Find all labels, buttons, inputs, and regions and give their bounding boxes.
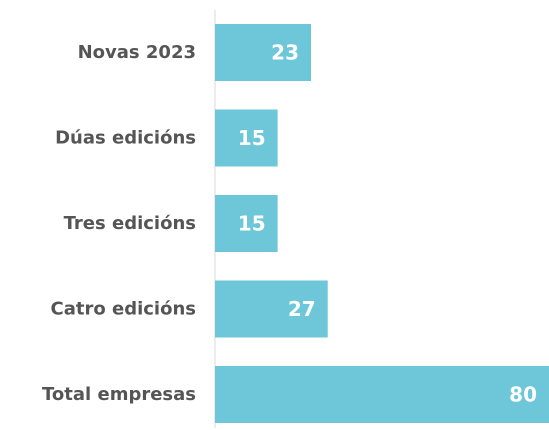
- category-label-0: Novas 2023: [78, 42, 196, 63]
- bar-0: [215, 24, 312, 81]
- value-label-4: 80: [509, 383, 537, 407]
- value-labels-group: 23 15 15 27 80: [238, 41, 537, 407]
- bar-2: [215, 195, 278, 252]
- value-label-1: 15: [238, 126, 266, 150]
- value-label-3: 27: [288, 297, 316, 321]
- category-labels-group: Novas 2023 Dúas edicións Tres edicións Catr…: [42, 42, 196, 405]
- category-label-4: Total empresas: [42, 384, 196, 405]
- bar-4: [215, 366, 549, 423]
- bar-1: [215, 109, 278, 167]
- value-label-0: 23: [271, 41, 299, 65]
- bar-3: [215, 280, 328, 338]
- value-label-2: 15: [238, 212, 266, 236]
- category-label-3: Catro edicións: [51, 299, 196, 320]
- category-label-1: Dúas edicións: [55, 128, 196, 149]
- bars-group: [215, 24, 549, 423]
- category-label-2: Tres edicións: [64, 213, 196, 234]
